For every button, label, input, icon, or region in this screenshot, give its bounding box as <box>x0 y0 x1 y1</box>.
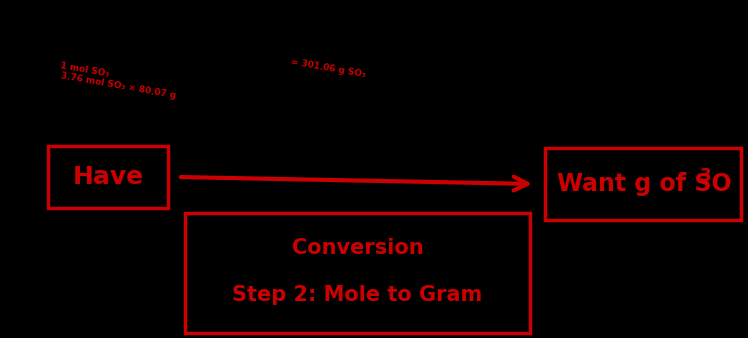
FancyBboxPatch shape <box>545 148 741 220</box>
FancyBboxPatch shape <box>48 146 168 208</box>
Text: Want g of SO: Want g of SO <box>557 172 732 196</box>
Text: = 301.06 g SO₃: = 301.06 g SO₃ <box>290 57 367 79</box>
FancyArrowPatch shape <box>181 177 527 191</box>
Text: Conversion: Conversion <box>292 238 423 258</box>
Text: 3.76 mol SO₃ × 80.07 g: 3.76 mol SO₃ × 80.07 g <box>60 71 177 101</box>
Text: Step 2: Mole to Gram: Step 2: Mole to Gram <box>233 285 482 305</box>
Text: 1 mol SO₃: 1 mol SO₃ <box>60 61 110 79</box>
Text: 3: 3 <box>700 167 711 185</box>
Text: Have: Have <box>73 165 144 189</box>
FancyBboxPatch shape <box>185 213 530 333</box>
